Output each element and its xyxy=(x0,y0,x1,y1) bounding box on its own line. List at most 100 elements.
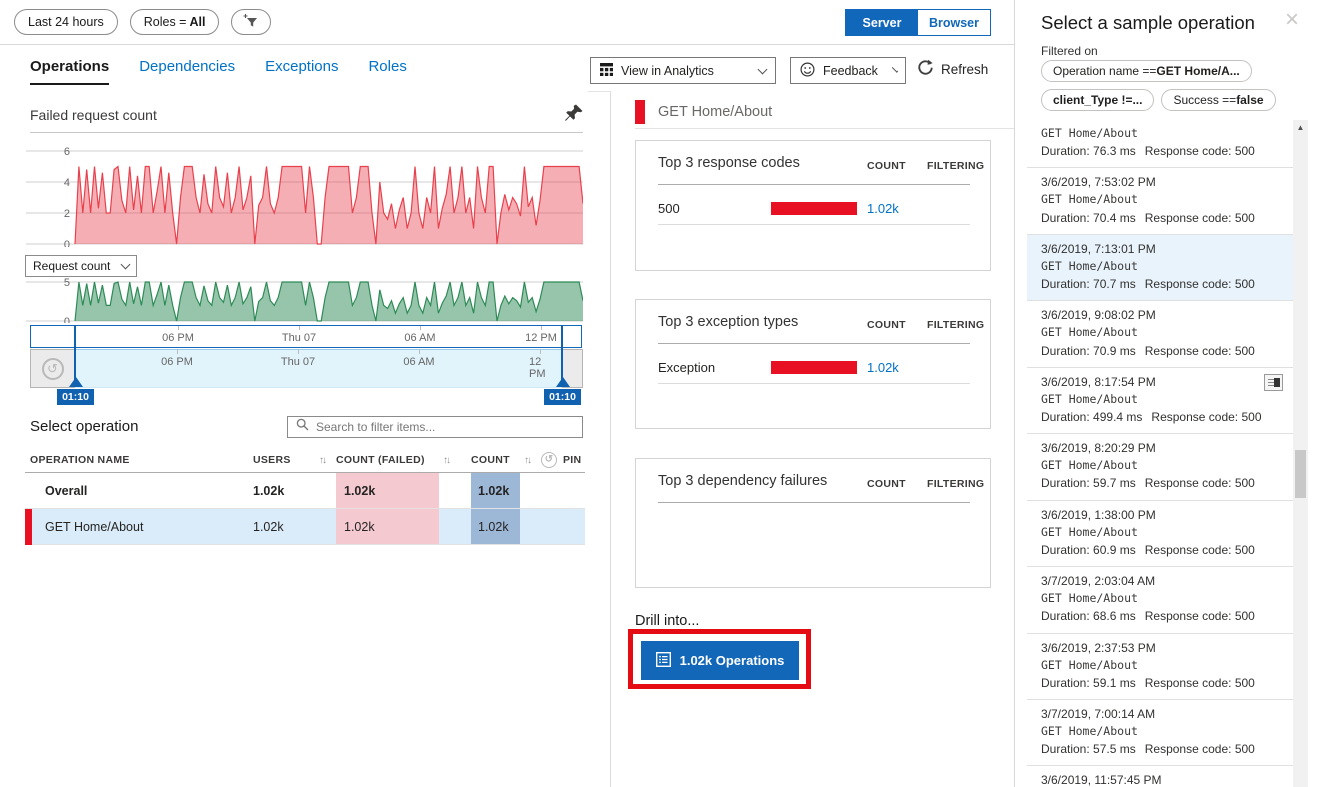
sample-operation-item[interactable]: 3/6/2019, 1:38:00 PM GET Home/About Dura… xyxy=(1027,501,1293,568)
operation-name-cell: Overall xyxy=(45,483,88,498)
search-input[interactable] xyxy=(316,420,574,434)
col-count-failed[interactable]: COUNT (FAILED) xyxy=(336,454,425,466)
count-link[interactable]: 1.02k xyxy=(867,360,899,375)
sample-timestamp: 3/6/2019, 2:37:53 PM xyxy=(1041,640,1156,655)
sample-operation-item[interactable]: GET Home/About Duration: 76.3 ms Response… xyxy=(1027,120,1293,169)
brush-start-handle[interactable] xyxy=(69,377,83,387)
sample-operation-list: GET Home/About Duration: 76.3 ms Response… xyxy=(1027,120,1293,787)
axis-tick xyxy=(540,350,541,354)
time-range-pill[interactable]: Last 24 hours xyxy=(14,9,118,35)
count-failed-cell: 1.02k xyxy=(336,473,439,508)
count-header: COUNT xyxy=(867,319,906,331)
chip-value: client_Type !=... xyxy=(1053,93,1143,107)
col-count[interactable]: COUNT xyxy=(471,454,510,466)
sample-operation-item[interactable]: 3/7/2019, 7:00:14 AM GET Home/About Dura… xyxy=(1027,700,1293,767)
count-link[interactable]: 1.02k xyxy=(867,201,899,216)
sample-operation-name: GET Home/About xyxy=(1041,591,1138,606)
sample-operation-item[interactable]: 3/6/2019, 7:13:01 PM GET Home/About Dura… xyxy=(1027,234,1293,302)
col-operation-name[interactable]: OPERATION NAME xyxy=(30,454,130,466)
brush-start-line xyxy=(74,325,76,387)
view-in-analytics-label: View in Analytics xyxy=(621,63,714,78)
sample-timestamp: 3/7/2019, 2:03:04 AM xyxy=(1041,574,1156,589)
sample-operation-item[interactable]: 3/6/2019, 9:08:02 PM GET Home/About Dura… xyxy=(1027,301,1293,368)
feedback-dropdown[interactable]: Feedback xyxy=(790,57,906,84)
sample-duration-line: Duration: 70.7 ms Response code: 500 xyxy=(1041,277,1255,292)
scrollbar[interactable]: ▲ xyxy=(1293,120,1308,787)
axis-label: Thu 07 xyxy=(281,332,317,344)
scroll-up-icon[interactable]: ▲ xyxy=(1296,123,1305,132)
table-row-overall[interactable]: Overall 1.02k ↑↓ 1.02k ↑↓ 1.02k xyxy=(25,473,585,509)
refresh-button[interactable]: Refresh xyxy=(917,59,988,79)
sample-duration-line: Duration: 59.1 ms Response code: 500 xyxy=(1041,675,1255,690)
refresh-label: Refresh xyxy=(941,61,989,77)
analytics-grid-icon xyxy=(600,62,613,79)
add-filter-pill[interactable] xyxy=(231,9,272,35)
failed-request-count-title: Failed request count xyxy=(30,107,157,123)
tab-exceptions[interactable]: Exceptions xyxy=(265,58,339,75)
chevron-down-icon xyxy=(757,64,768,74)
axis-tick xyxy=(420,326,421,330)
sort-icon[interactable]: ↑↓ xyxy=(524,454,532,466)
top-exception-types-card: Top 3 exception types COUNT FILTERING Ex… xyxy=(635,299,991,429)
sample-operation-name: GET Home/About xyxy=(1041,723,1138,738)
sample-operation-item[interactable]: 3/6/2019, 7:53:02 PM GET Home/About Dura… xyxy=(1027,168,1293,235)
drill-operations-button[interactable]: 1.02k Operations xyxy=(641,641,799,680)
svg-text:5: 5 xyxy=(64,277,70,289)
sample-operation-item[interactable]: 3/6/2019, 8:20:29 PM GET Home/About Dura… xyxy=(1027,434,1293,501)
filter-chip-operation-name[interactable]: Operation name == GET Home/A... xyxy=(1041,60,1252,82)
browser-toggle-button[interactable]: Browser xyxy=(918,10,990,35)
sample-duration-line: Duration: 59.7 ms Response code: 500 xyxy=(1041,476,1255,491)
axis-label: 06 AM xyxy=(404,332,436,344)
sample-operation-item[interactable]: 3/6/2019, 8:17:54 PM GET Home/About Dura… xyxy=(1027,368,1293,435)
row-label: Exception xyxy=(658,360,716,375)
selected-operation-title: GET Home/About xyxy=(658,104,773,120)
sample-duration-line: Duration: 70.9 ms Response code: 500 xyxy=(1041,343,1255,358)
chevron-down-icon xyxy=(891,65,899,73)
sample-timestamp: 3/6/2019, 8:20:29 PM xyxy=(1041,441,1156,456)
sort-icon[interactable]: ↑↓ xyxy=(443,454,451,466)
roles-filter-pill[interactable]: Roles = All xyxy=(129,9,220,35)
sample-operation-name: GET Home/About xyxy=(1041,391,1138,406)
sample-operation-name: GET Home/About xyxy=(1041,192,1138,207)
operation-name-cell: GET Home/About xyxy=(45,519,144,534)
sample-operation-item[interactable]: 3/6/2019, 2:37:53 PM GET Home/About Dura… xyxy=(1027,634,1293,700)
count-bar xyxy=(771,361,857,374)
search-box[interactable] xyxy=(287,416,583,438)
unpin-all-icon[interactable]: ↺ xyxy=(541,452,557,468)
view-in-analytics-dropdown[interactable]: View in Analytics xyxy=(590,57,776,84)
tab-dependencies[interactable]: Dependencies xyxy=(139,58,236,75)
axis-label: 06 PM xyxy=(161,356,193,368)
filtering-header: FILTERING xyxy=(927,478,985,490)
tab-roles[interactable]: Roles xyxy=(368,58,407,75)
filtering-header: FILTERING xyxy=(927,319,985,331)
smiley-icon xyxy=(800,61,815,80)
sample-operation-item[interactable]: 3/7/2019, 2:03:04 AM GET Home/About Dura… xyxy=(1027,567,1293,634)
axis-tick xyxy=(298,350,299,354)
open-details-icon[interactable] xyxy=(1264,373,1283,391)
selected-operation-marker xyxy=(25,509,32,545)
top-filter-bar: Last 24 hours Roles = All Server Browser xyxy=(0,0,1014,45)
brush-end-handle[interactable] xyxy=(556,377,570,387)
brush-selected-range[interactable]: 06 PM Thu 07 06 AM 12 PM xyxy=(75,349,562,388)
axis-label: 12 PM xyxy=(529,356,546,380)
time-axis: 06 PM Thu 07 06 AM 12 PM xyxy=(30,325,582,348)
metric-dropdown[interactable]: Request count xyxy=(25,255,137,277)
svg-text:2: 2 xyxy=(64,208,70,220)
axis-label: Thu 07 xyxy=(280,356,316,368)
axis-label: 06 AM xyxy=(403,356,435,368)
chip-prefix: Operation name == xyxy=(1053,64,1157,78)
col-users[interactable]: USERS xyxy=(253,454,291,466)
table-row-get-home-about[interactable]: GET Home/About 1.02k ↑↓ 1.02k ↑↓ 1.02k xyxy=(25,509,585,545)
tab-operations[interactable]: Operations xyxy=(30,58,110,85)
roles-value: All xyxy=(189,15,206,29)
filter-chip-success[interactable]: Success == false xyxy=(1161,89,1276,111)
scrollbar-thumb[interactable] xyxy=(1295,450,1306,498)
close-icon[interactable]: × xyxy=(1285,6,1300,33)
sample-operation-name: GET Home/About xyxy=(1041,258,1138,273)
server-toggle-button[interactable]: Server xyxy=(846,10,918,35)
undo-zoom-icon[interactable]: ↺ xyxy=(41,357,64,380)
filter-chip-client-type[interactable]: client_Type !=... xyxy=(1041,89,1155,111)
pin-chart-icon[interactable] xyxy=(564,103,584,123)
sort-icon[interactable]: ↑↓ xyxy=(319,454,327,466)
sample-operation-item[interactable]: 3/6/2019, 11:57:45 PM GET Home/About Dur… xyxy=(1027,766,1293,787)
